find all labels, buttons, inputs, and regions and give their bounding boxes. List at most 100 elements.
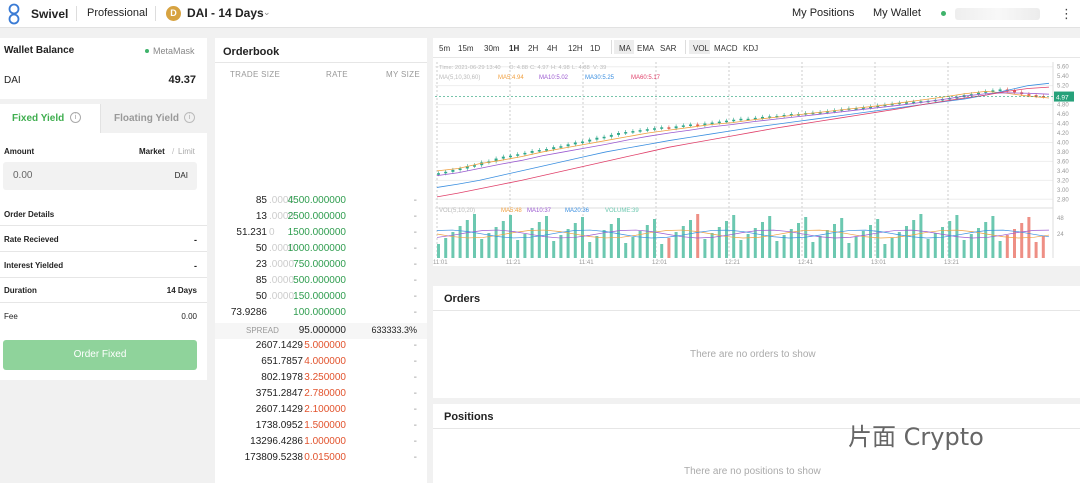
ask-row[interactable]: 802.1978 3.250000 - (215, 372, 427, 388)
ma-legend-item: MA10:5.02 (539, 75, 569, 81)
volume-bar (667, 238, 671, 258)
candle (451, 169, 455, 172)
ask-rate: 2.780000 (304, 388, 346, 399)
price-tick-label: 3.20 (1057, 178, 1069, 184)
ask-rate: 4.000000 (304, 356, 346, 367)
divider (0, 251, 207, 252)
candle (437, 173, 440, 175)
option-separator: / (172, 147, 175, 156)
indicator-sar[interactable]: SAR (660, 44, 677, 53)
divider (76, 6, 77, 21)
spread-row: SPREAD 95.000000 633333.3% (215, 323, 427, 339)
market-selector[interactable]: DAI - 14 Days (187, 6, 264, 20)
bid-row[interactable]: 23.0000 750.000000 - (215, 259, 427, 275)
ask-row[interactable]: 1738.0952 1.500000 - (215, 420, 427, 436)
volume-bar (487, 233, 491, 258)
timeframe-15m[interactable]: 15m (458, 44, 474, 53)
ask-row[interactable]: 2607.1429 2.100000 - (215, 404, 427, 420)
volume-bar (998, 241, 1002, 258)
positions-title: Positions (444, 411, 494, 423)
ask-row[interactable]: 3751.2847 2.780000 - (215, 388, 427, 404)
price-tick-label: 4.40 (1057, 122, 1069, 128)
amount-input[interactable]: 0.00 DAI (3, 162, 197, 190)
candle (509, 155, 512, 158)
amount-label: Amount (4, 147, 35, 156)
ask-row[interactable]: 13296.4286 1.000000 - (215, 436, 427, 452)
info-icon[interactable]: i (184, 112, 195, 123)
timeframe-5m[interactable]: 5m (439, 44, 451, 53)
volume-ma-line (436, 229, 1050, 239)
ask-size: 2607.1429 (255, 404, 303, 415)
volume-bar (768, 216, 772, 258)
volume-bar (905, 226, 908, 258)
last-price-label: 4.97 (1056, 95, 1069, 102)
bid-row[interactable]: 50.0000 1000.000000 - (215, 243, 427, 259)
timeframe-12h[interactable]: 12H (568, 44, 583, 53)
nav-my-positions[interactable]: My Positions (792, 7, 855, 19)
bid-size: 13 (255, 211, 267, 222)
bid-row[interactable]: 51.231 0 1500.000000 - (215, 227, 427, 243)
candle (465, 166, 469, 169)
volume-bar (825, 230, 829, 258)
ask-size: 173809.5238 (244, 452, 303, 463)
ask-row[interactable]: 173809.5238 0.015000 - (215, 452, 427, 468)
divider (0, 277, 207, 278)
bid-row[interactable]: 85.0000 500.000000 - (215, 275, 427, 291)
timeframe-30m[interactable]: 30m (484, 44, 500, 53)
limit-option[interactable]: Limit (178, 147, 195, 156)
bid-row[interactable]: 13.0000 2500.000000 - (215, 211, 427, 227)
fee-value: 0.00 (181, 312, 197, 321)
volume-bar (919, 214, 923, 258)
indicator-ema[interactable]: EMA (637, 44, 655, 53)
volume-bar (984, 222, 988, 258)
candle (458, 168, 462, 170)
candle (768, 116, 772, 118)
candle (897, 102, 901, 105)
candle (732, 119, 736, 122)
market-option[interactable]: Market (139, 147, 165, 156)
time-tick-label: 12:01 (652, 260, 668, 266)
bid-row[interactable]: 73.9286 100.000000 - (215, 307, 427, 323)
price-tick-label: 5.40 (1057, 74, 1069, 80)
candle (746, 118, 750, 121)
more-vertical-icon[interactable]: ⋮ (1060, 6, 1073, 21)
chevron-down-icon[interactable]: ⌄ (263, 7, 271, 17)
timeframe-2h[interactable]: 2H (528, 44, 539, 53)
brand-name[interactable]: Swivel (31, 7, 69, 21)
ask-row[interactable]: 2607.1429 5.000000 - (215, 340, 427, 356)
indicator-macd[interactable]: MACD (714, 44, 738, 53)
bid-rate: 1000.000000 (287, 243, 346, 254)
bid-my-size: - (413, 259, 417, 270)
ask-row[interactable]: 651.7857 4.000000 - (215, 356, 427, 372)
timeframe-1h[interactable]: 1H (509, 44, 520, 53)
swivel-logo-icon[interactable] (7, 3, 21, 25)
ask-rate: 0.015000 (304, 452, 346, 463)
wallet-address-redacted[interactable] (955, 8, 1040, 20)
candle (977, 92, 980, 95)
candle (739, 118, 743, 121)
candle (761, 116, 764, 119)
ask-my-size: - (413, 372, 417, 383)
nav-my-wallet[interactable]: My Wallet (873, 7, 921, 19)
volume-bar (861, 231, 865, 258)
indicator-vol[interactable]: VOL (693, 44, 710, 53)
order-fixed-button[interactable]: Order Fixed (3, 340, 197, 370)
tab-fixed-yield[interactable]: Fixed Yield i (0, 104, 100, 133)
price-tick-label: 4.60 (1057, 112, 1069, 118)
price-chart[interactable]: 5.605.405.205.004.804.604.404.204.003.80… (433, 58, 1080, 266)
mode-label[interactable]: Professional (87, 7, 148, 19)
volume-bar (869, 225, 872, 258)
volume-bar (609, 224, 613, 258)
bid-row[interactable]: 50.0000 150.000000 - (215, 291, 427, 307)
volume-bar (991, 216, 995, 258)
indicator-kdj[interactable]: KDJ (743, 44, 759, 53)
volume-bar (523, 234, 527, 258)
bid-row[interactable]: 85.0000 4500.000000 - (215, 195, 427, 211)
ma-legend-item: MA5:4.94 (498, 75, 524, 81)
timeframe-4h[interactable]: 4H (547, 44, 558, 53)
volume-bar (480, 239, 484, 258)
tab-floating-yield[interactable]: Floating Yield i (100, 104, 207, 133)
info-icon[interactable]: i (70, 112, 81, 123)
timeframe-1d[interactable]: 1D (590, 44, 601, 53)
indicator-ma[interactable]: MA (619, 44, 631, 53)
